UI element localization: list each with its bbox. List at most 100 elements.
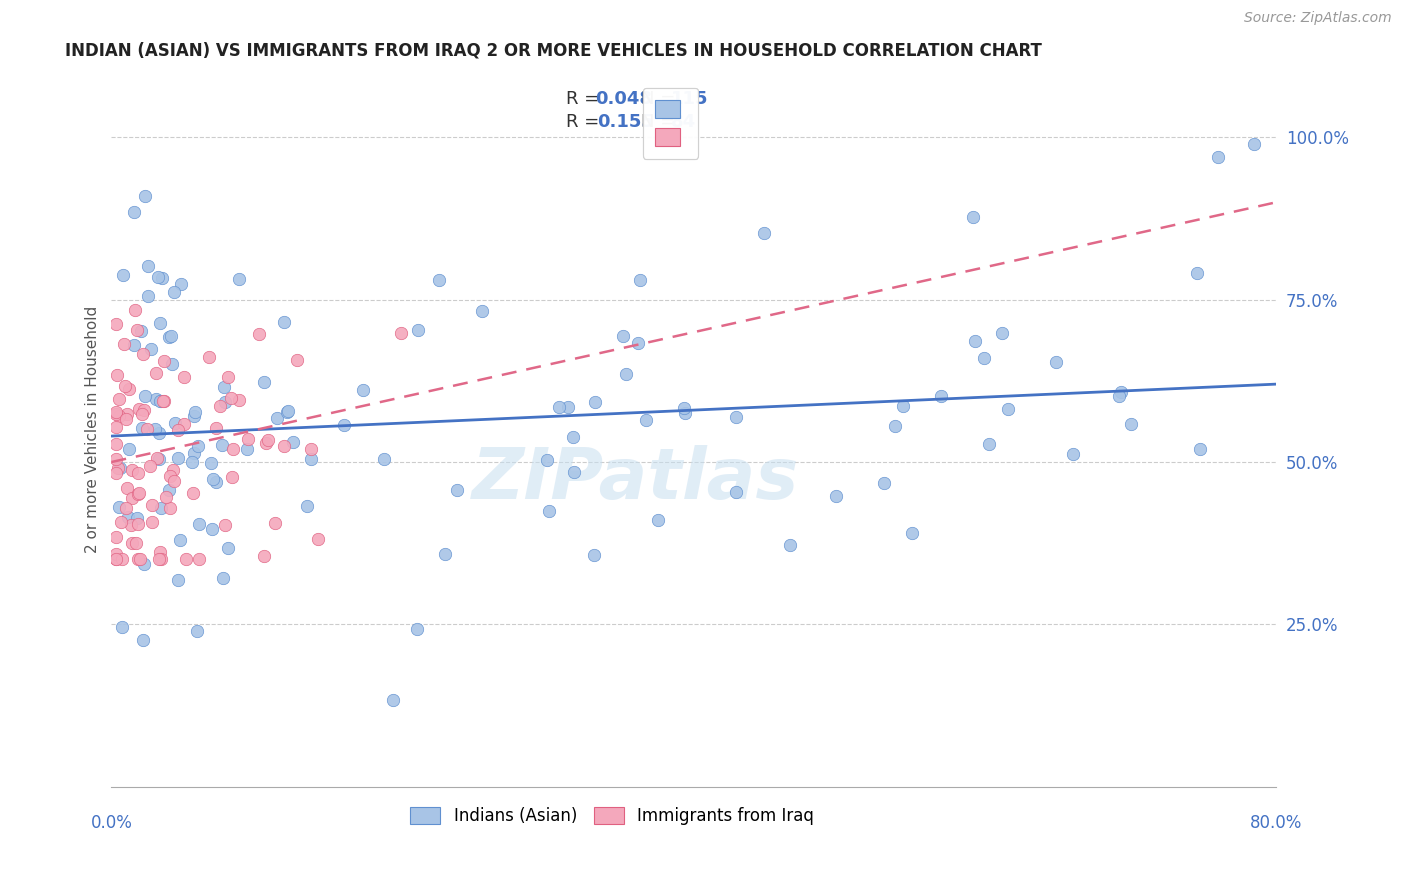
Point: [145, 366, 167, 380]
Point: [724, 409, 747, 424]
Point: [283, 435, 305, 450]
Point: [104, 420, 127, 434]
Point: [725, 485, 748, 500]
Point: [883, 419, 905, 434]
Point: [139, 342, 162, 356]
Point: [583, 395, 606, 409]
Point: [434, 547, 457, 561]
Point: [373, 451, 395, 466]
Point: [104, 437, 127, 451]
Point: [253, 375, 276, 389]
Point: [104, 405, 127, 419]
Point: [673, 406, 696, 420]
Point: [183, 409, 205, 423]
Point: [427, 273, 450, 287]
Point: [211, 438, 233, 452]
Point: [145, 392, 167, 407]
Point: [406, 622, 429, 636]
Point: [1189, 442, 1212, 456]
Point: [173, 370, 195, 384]
Point: [582, 548, 605, 562]
Point: [754, 226, 776, 240]
Point: [537, 504, 560, 518]
Point: [257, 433, 280, 447]
Point: [108, 392, 131, 406]
Point: [149, 545, 172, 559]
Point: [141, 498, 163, 512]
Point: [891, 399, 914, 413]
Point: [125, 322, 148, 336]
Point: [277, 403, 299, 417]
Text: 0.048: 0.048: [595, 90, 652, 108]
Point: [536, 453, 558, 467]
Point: [471, 304, 494, 318]
Point: [117, 509, 139, 524]
Text: 0.155: 0.155: [598, 113, 654, 131]
Point: [135, 421, 157, 435]
Point: [285, 352, 308, 367]
Point: [612, 329, 634, 343]
Point: [276, 405, 298, 419]
Point: [212, 571, 235, 585]
Point: [163, 285, 186, 299]
Point: [273, 315, 295, 329]
Point: [997, 401, 1019, 416]
Point: [672, 401, 695, 415]
Point: [112, 337, 135, 351]
Point: [929, 389, 952, 403]
Point: [104, 451, 127, 466]
Point: [143, 422, 166, 436]
Point: [136, 259, 159, 273]
Point: [104, 552, 127, 566]
Point: [104, 552, 127, 566]
Point: [107, 500, 129, 514]
Point: [212, 380, 235, 394]
Text: 80.0%: 80.0%: [1250, 814, 1302, 832]
Point: [628, 273, 651, 287]
Point: [155, 490, 177, 504]
Point: [107, 461, 129, 475]
Point: [121, 463, 143, 477]
Point: [150, 271, 173, 285]
Point: [132, 347, 155, 361]
Point: [128, 401, 150, 416]
Point: [187, 552, 209, 566]
Point: [204, 421, 226, 435]
Text: ZIPatlas: ZIPatlas: [472, 445, 799, 514]
Point: [562, 466, 585, 480]
Point: [131, 407, 153, 421]
Point: [389, 326, 412, 340]
Point: [134, 403, 156, 417]
Point: [134, 389, 156, 403]
Point: [166, 450, 188, 465]
Point: [253, 549, 276, 564]
Point: [197, 350, 219, 364]
Point: [149, 501, 172, 516]
Point: [120, 517, 142, 532]
Point: [181, 486, 204, 500]
Legend: , : ,: [643, 88, 697, 159]
Point: [973, 351, 995, 365]
Point: [408, 323, 430, 337]
Point: [1121, 417, 1143, 432]
Point: [115, 412, 138, 426]
Point: [141, 515, 163, 529]
Y-axis label: 2 or more Vehicles in Household: 2 or more Vehicles in Household: [86, 306, 100, 553]
Point: [108, 461, 131, 475]
Point: [149, 316, 172, 330]
Point: [825, 489, 848, 503]
Point: [548, 400, 571, 414]
Point: [104, 408, 127, 422]
Point: [647, 512, 669, 526]
Point: [162, 357, 184, 371]
Point: [247, 326, 270, 341]
Point: [127, 466, 149, 480]
Point: [1206, 150, 1229, 164]
Point: [153, 394, 176, 409]
Point: [1243, 136, 1265, 151]
Point: [110, 516, 132, 530]
Point: [557, 400, 579, 414]
Point: [104, 317, 127, 331]
Point: [214, 395, 236, 409]
Point: [131, 421, 153, 435]
